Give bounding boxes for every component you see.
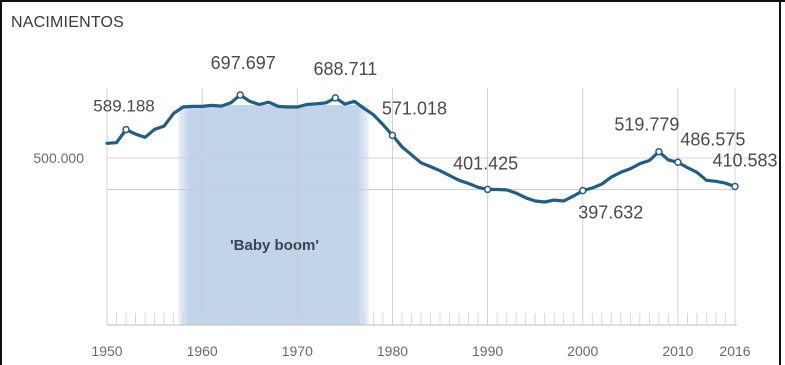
data-label-2016: 410.583 bbox=[712, 150, 777, 170]
data-label-1974: 688.711 bbox=[313, 59, 377, 79]
x-tick-label-1990: 1990 bbox=[472, 343, 503, 359]
point-marker-2000 bbox=[579, 186, 587, 195]
x-tick-label-1980: 1980 bbox=[377, 343, 408, 359]
data-label-2008: 519.779 bbox=[614, 115, 679, 135]
point-marker-1974 bbox=[331, 94, 340, 102]
data-label-1952: 589.188 bbox=[93, 97, 154, 116]
data-label-1964: 697.697 bbox=[211, 53, 276, 73]
births-series-line bbox=[105, 93, 737, 204]
x-tick-label-2010: 2010 bbox=[662, 343, 693, 359]
data-label-1980: 571.018 bbox=[382, 98, 447, 118]
frame-left-border bbox=[0, 0, 2, 365]
data-label-2000: 397.632 bbox=[578, 203, 643, 223]
point-marker-1990 bbox=[483, 185, 492, 194]
frame-right-border bbox=[779, 0, 781, 365]
frame-top-border bbox=[0, 0, 785, 2]
point-marker-1980 bbox=[388, 131, 397, 140]
data-label-2010: 486.575 bbox=[680, 129, 745, 149]
x-tick-label-2016: 2016 bbox=[719, 343, 750, 359]
point-marker-2010 bbox=[674, 158, 682, 167]
point-marker-2016 bbox=[731, 182, 739, 191]
point-marker-1952 bbox=[122, 125, 130, 134]
point-marker-1964 bbox=[236, 91, 244, 99]
x-tick-label-1970: 1970 bbox=[282, 343, 313, 359]
baby-boom-label: 'Baby boom' bbox=[230, 237, 319, 254]
chart-title: NACIMIENTOS bbox=[11, 14, 125, 31]
point-marker-2008 bbox=[655, 147, 663, 156]
data-label-1990: 401.425 bbox=[453, 153, 518, 173]
x-tick-label-1960: 1960 bbox=[187, 343, 218, 359]
y-tick-label: 500.000 bbox=[33, 150, 84, 166]
x-tick-label-1950: 1950 bbox=[91, 343, 122, 359]
x-tick-label-2000: 2000 bbox=[567, 343, 598, 359]
baby-boom-shade bbox=[178, 105, 369, 325]
